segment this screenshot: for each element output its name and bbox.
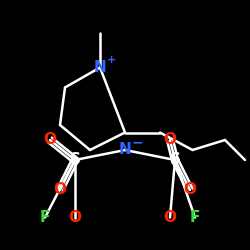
Text: O: O xyxy=(164,210,176,225)
Text: +: + xyxy=(106,55,116,65)
Text: O: O xyxy=(54,182,66,198)
Text: O: O xyxy=(184,182,196,198)
Text: F: F xyxy=(40,210,50,225)
Text: O: O xyxy=(68,210,82,225)
Text: F: F xyxy=(190,210,200,225)
Text: O: O xyxy=(44,132,57,148)
Text: O: O xyxy=(164,132,176,148)
Text: N: N xyxy=(94,60,106,75)
Text: S: S xyxy=(70,152,80,168)
Text: −: − xyxy=(132,136,143,149)
Text: N: N xyxy=(119,142,132,158)
Text: S: S xyxy=(170,152,180,168)
